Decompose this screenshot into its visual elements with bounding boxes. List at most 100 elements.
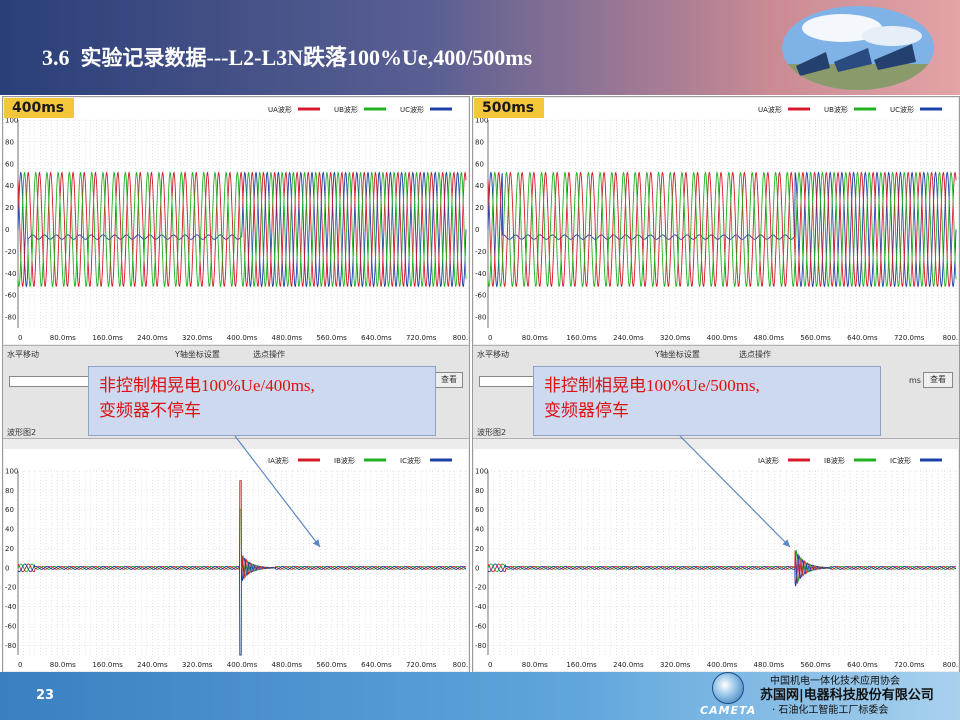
x-tick-label: 160.0ms	[566, 661, 597, 669]
x-tick-label: 800.0m	[453, 661, 468, 669]
y-tick-label: 80	[475, 138, 484, 146]
x-tick-label: 240.0ms	[613, 334, 644, 342]
footer-bar	[0, 672, 960, 720]
voltage-series	[17, 171, 467, 288]
x-tick-label: 720.0ms	[406, 334, 437, 342]
x-tick-label: 80.0ms	[522, 661, 548, 669]
y-tick-label: 20	[475, 204, 484, 212]
x-tick-label: 80.0ms	[522, 334, 548, 342]
y-tick-label: 60	[5, 506, 14, 514]
x-tick-label: 0	[18, 661, 22, 669]
x-tick-label: 480.0ms	[272, 334, 303, 342]
y-tick-label: 60	[475, 506, 484, 514]
x-tick-label: 320.0ms	[182, 661, 213, 669]
legend-label: IC波形	[400, 456, 421, 465]
y-tick-label: 20	[5, 545, 14, 553]
y-tick-label: 80	[475, 487, 484, 495]
legend-label: UB波形	[334, 105, 358, 114]
duration-tag: 400ms	[4, 98, 75, 118]
voltage-series	[17, 171, 467, 288]
x-tick-label: 240.0ms	[137, 334, 168, 342]
current-series	[487, 553, 957, 587]
y-tick-label: 20	[5, 204, 14, 212]
x-tick-label: 720.0ms	[894, 661, 925, 669]
x-tick-label: 720.0ms	[406, 661, 437, 669]
solar-panel-photo	[782, 6, 934, 90]
h-move-label: 水平移动	[477, 350, 509, 359]
y-tick-label: -20	[475, 248, 486, 256]
x-tick-label: 800.0m	[943, 661, 958, 669]
voltage-series	[487, 171, 957, 288]
x-tick-label: 800.0m	[453, 334, 468, 342]
y-tick-label: -40	[5, 270, 16, 278]
panel-500ms: 100 80 60 40 20 0 -20 -40 -60 -80 0 80.0ms 160.0ms 24…	[472, 96, 960, 674]
voltage-plot: 100 80 60 40 20 0 -20 -40 -60 -80 0 80.0ms 160.0ms 24…	[4, 98, 468, 344]
voltage-series	[487, 171, 957, 288]
y-tick-label: -20	[5, 248, 16, 256]
callout-line-1: 非控制相晃电100%Ue/500ms,	[544, 376, 760, 395]
x-tick-label: 480.0ms	[272, 661, 303, 669]
y-axis-label: Y轴坐标设置	[175, 350, 220, 359]
y-tick-label: 40	[5, 182, 14, 190]
footer-org-3: · 石油化工智能工厂标委会	[772, 705, 889, 716]
legend-label: IA波形	[758, 456, 779, 465]
legend-label: UC波形	[400, 105, 424, 114]
footer-org-2: 苏国网|电器科技股份有限公司	[760, 688, 934, 703]
y-tick-label: -80	[5, 314, 16, 322]
voltage-plot: 100 80 60 40 20 0 -20 -40 -60 -80 0 80.0ms 160.0ms 24…	[474, 98, 958, 344]
current-plot: 100 80 60 40 20 0 -20 -40 -60 -80 0 80.0ms 160.0ms 24…	[4, 449, 468, 671]
group-label: 波形图2	[7, 428, 37, 437]
y-tick-label: 60	[475, 160, 484, 168]
group-label: 波形图2	[477, 428, 507, 437]
y-tick-label: -60	[475, 622, 486, 630]
y-tick-label: -60	[475, 292, 486, 300]
current-series	[487, 549, 957, 583]
y-tick-label: -40	[475, 603, 486, 611]
view-button[interactable]: 查看	[435, 372, 463, 388]
x-tick-label: 480.0ms	[754, 334, 785, 342]
y-tick-label: -40	[475, 270, 486, 278]
x-tick-label: 80.0ms	[50, 661, 76, 669]
x-tick-label: 640.0ms	[361, 334, 392, 342]
legend-label: IA波形	[268, 456, 289, 465]
callout-400ms: 非控制相晃电100%Ue/400ms, 变频器不停车	[88, 366, 436, 436]
x-tick-label: 160.0ms	[92, 661, 123, 669]
y-tick-label: 100	[475, 468, 488, 476]
y-tick-label: 80	[5, 138, 14, 146]
x-tick-label: 320.0ms	[660, 334, 691, 342]
y-tick-label: 0	[475, 564, 479, 572]
callout-line-2: 变频器不停车	[99, 401, 201, 420]
x-tick-label: 80.0ms	[50, 334, 76, 342]
x-tick-label: 400.0ms	[227, 334, 258, 342]
y-tick-label: 20	[475, 545, 484, 553]
page-title: 3.6 实验记录数据---L2-L3N跌落100%Ue,400/500ms	[42, 45, 533, 70]
x-tick-label: 560.0ms	[800, 334, 831, 342]
unit-label: ms	[909, 376, 921, 385]
x-tick-label: 0	[488, 661, 492, 669]
x-tick-label: 320.0ms	[660, 661, 691, 669]
y-tick-label: 100	[475, 117, 488, 125]
y-tick-label: -20	[5, 584, 16, 592]
footer-org-1: 中国机电一体化技术应用协会	[770, 676, 900, 687]
view-button[interactable]: 查看	[923, 372, 953, 388]
current-series	[17, 509, 467, 578]
y-tick-label: 80	[5, 487, 14, 495]
x-tick-label: 400.0ms	[227, 661, 258, 669]
x-tick-label: 720.0ms	[894, 334, 925, 342]
y-tick-label: 0	[5, 564, 9, 572]
x-tick-label: 160.0ms	[92, 334, 123, 342]
y-tick-label: 40	[475, 182, 484, 190]
y-tick-label: -80	[475, 642, 486, 650]
y-tick-label: -60	[5, 622, 16, 630]
y-tick-label: -80	[475, 314, 486, 322]
legend-label: UC波形	[890, 105, 914, 114]
x-tick-label: 560.0ms	[800, 661, 831, 669]
y-tick-label: -40	[5, 603, 16, 611]
legend-label: UA波形	[758, 105, 782, 114]
x-tick-label: 0	[488, 334, 492, 342]
duration-tag: 500ms	[474, 98, 545, 118]
y-tick-label: -80	[5, 642, 16, 650]
x-tick-label: 560.0ms	[316, 661, 347, 669]
points-label: 选点操作	[253, 350, 285, 359]
x-tick-label: 800.0m	[943, 334, 958, 342]
